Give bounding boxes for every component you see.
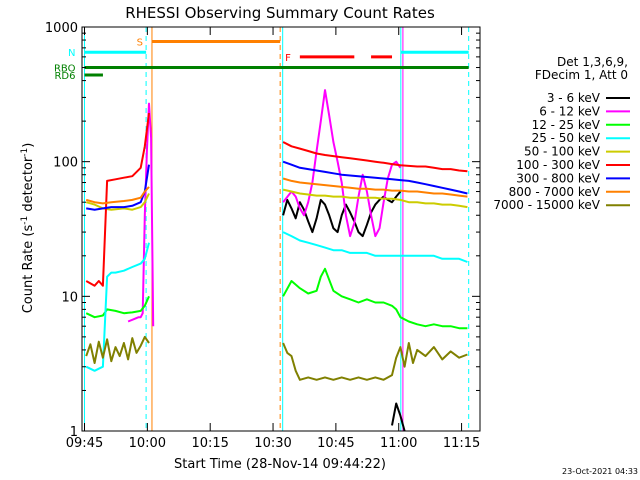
y-axis-label-sup1: -1 — [20, 216, 30, 225]
y-axis-label-sup2: -1 — [20, 148, 30, 157]
flag-label-0: RBO — [54, 64, 76, 75]
legend-label-4: 50 - 100 keV — [524, 145, 601, 159]
series-4-segment-1 — [282, 188, 468, 209]
y-tick-label-1: 10 — [61, 290, 78, 305]
y-tick-label-2: 100 — [53, 156, 78, 171]
plot-frame — [81, 26, 481, 432]
series-2-segment-0 — [85, 295, 150, 319]
flag-label-5: F — [285, 53, 291, 64]
x-tick-label-6: 11:15 — [443, 436, 480, 451]
y-axis-label: Count Rate (s-1 detector-1) — [20, 143, 36, 314]
series-3-segment-0 — [85, 242, 150, 372]
series-1-segment-1 — [282, 89, 402, 238]
series-7-segment-0 — [85, 186, 150, 205]
x-tick-label-4: 10:45 — [317, 436, 354, 451]
flag-label-1: RD6 — [54, 71, 75, 82]
chart-title: RHESSI Observing Summary Count Rates — [125, 4, 435, 22]
x-tick-label-2: 10:15 — [191, 436, 228, 451]
legend-label-3: 25 - 50 keV — [532, 131, 601, 145]
x-tick-label-1: 10:00 — [129, 436, 166, 451]
x-tick-label-0: 09:45 — [66, 436, 103, 451]
x-tick-label-3: 10:30 — [254, 436, 291, 451]
series-3-segment-1 — [282, 231, 468, 263]
y-axis-label-mid: detector — [21, 156, 36, 216]
legend-label-6: 300 - 800 keV — [516, 171, 600, 185]
x-tick-label-5: 11:00 — [380, 436, 417, 451]
series-5-segment-0 — [85, 112, 150, 287]
legend-label-2: 12 - 25 keV — [532, 118, 601, 132]
legend-label-0: 3 - 6 keV — [547, 91, 601, 105]
series-7-segment-1 — [282, 177, 468, 198]
series-8-segment-0 — [85, 335, 150, 364]
legend-label-5: 100 - 300 keV — [516, 158, 600, 172]
legend-header-line-1: Det 1,3,6,9, — [557, 55, 628, 69]
series-5-segment-1 — [282, 141, 468, 173]
y-axis-label-main: Count Rate (s — [21, 225, 36, 314]
legend-label-8: 7000 - 15000 keV — [493, 198, 600, 212]
legend: Det 1,3,6,9, FDecim 1, Att 0 3 - 6 keV6 … — [493, 55, 630, 212]
series-2-segment-1 — [282, 267, 468, 330]
flag-label-2: S — [137, 38, 143, 49]
series-1-segment-0 — [127, 102, 155, 327]
flag-label-3: N — [68, 48, 75, 59]
y-tick-label-0: 1 — [70, 425, 78, 440]
series-8-segment-1 — [282, 342, 468, 381]
y-axis-label-end: ) — [21, 143, 36, 148]
x-axis-label: Start Time (28-Nov-14 09:44:22) — [174, 457, 386, 472]
timestamp: 23-Oct-2021 04:33 — [562, 467, 638, 476]
series-0-segment-0 — [391, 402, 406, 432]
series-6-segment-1 — [282, 160, 468, 195]
y-tick-label-3: 1000 — [45, 21, 78, 36]
legend-label-1: 6 - 12 keV — [539, 104, 601, 118]
legend-label-7: 800 - 7000 keV — [509, 185, 601, 199]
series-4-segment-0 — [85, 193, 150, 211]
legend-header-line-2: FDecim 1, Att 0 — [535, 68, 628, 82]
